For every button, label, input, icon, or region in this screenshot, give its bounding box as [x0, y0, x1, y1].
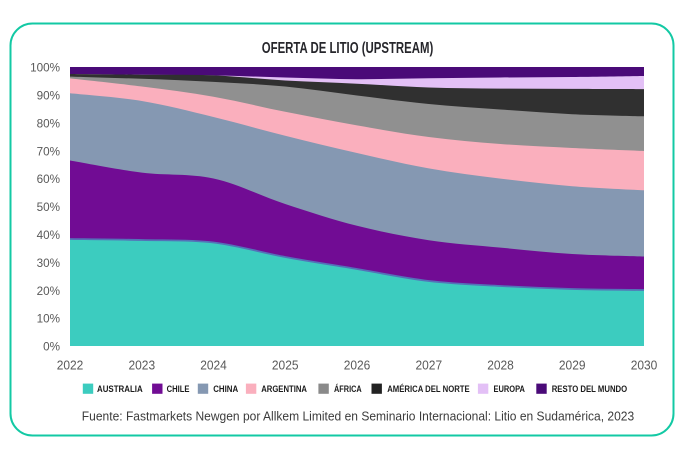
svg-text:RESTO DEL MUNDO: RESTO DEL MUNDO [552, 384, 628, 395]
svg-text:2030: 2030 [631, 357, 658, 372]
svg-text:50%: 50% [37, 201, 60, 214]
svg-text:40%: 40% [37, 229, 60, 242]
svg-text:80%: 80% [37, 117, 60, 130]
svg-text:2026: 2026 [344, 357, 371, 372]
svg-text:2023: 2023 [129, 357, 156, 372]
svg-text:70%: 70% [37, 145, 60, 158]
svg-text:OFERTA DE LITIO (UPSTREAM): OFERTA DE LITIO (UPSTREAM) [262, 40, 434, 57]
svg-text:EUROPA: EUROPA [494, 384, 525, 395]
svg-text:20%: 20% [37, 285, 60, 298]
svg-text:Fuente: Fastmarkets Newgen por: Fuente: Fastmarkets Newgen por Allkem Li… [82, 409, 634, 424]
svg-text:2029: 2029 [559, 357, 586, 372]
svg-text:0%: 0% [43, 341, 60, 354]
svg-text:AUSTRALIA: AUSTRALIA [97, 384, 143, 395]
svg-text:60%: 60% [37, 173, 60, 186]
svg-text:2028: 2028 [487, 357, 514, 372]
svg-text:30%: 30% [37, 257, 60, 270]
svg-text:CHINA: CHINA [213, 384, 238, 395]
svg-text:ÁFRICA: ÁFRICA [334, 383, 362, 395]
svg-text:CHILE: CHILE [167, 384, 190, 395]
svg-text:ARGENTINA: ARGENTINA [261, 384, 307, 395]
svg-text:AMÉRICA DEL NORTE: AMÉRICA DEL NORTE [387, 383, 470, 395]
svg-text:100%: 100% [30, 62, 60, 75]
svg-text:2024: 2024 [200, 357, 227, 372]
svg-text:2025: 2025 [272, 357, 299, 372]
svg-text:10%: 10% [37, 313, 60, 326]
svg-text:2022: 2022 [57, 357, 84, 372]
svg-text:90%: 90% [37, 90, 60, 103]
svg-text:2027: 2027 [416, 357, 443, 372]
